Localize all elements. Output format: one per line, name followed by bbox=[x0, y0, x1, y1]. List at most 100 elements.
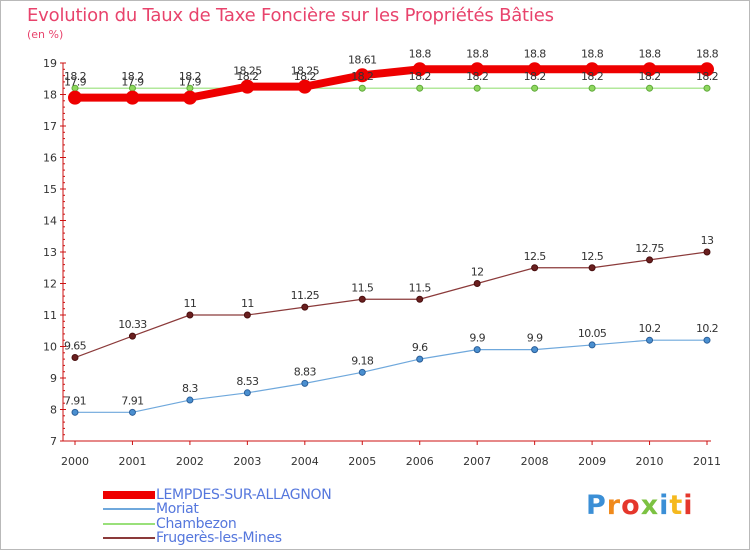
data-label: 13 bbox=[701, 234, 714, 247]
x-tick-label: 2000 bbox=[61, 455, 89, 468]
data-label: 18.2 bbox=[466, 70, 488, 83]
data-point bbox=[588, 341, 596, 349]
data-point bbox=[416, 355, 424, 363]
data-point bbox=[646, 256, 654, 264]
x-tick-label: 2005 bbox=[348, 455, 376, 468]
data-point bbox=[700, 62, 714, 77]
data-point bbox=[703, 248, 711, 256]
logo-letter: o bbox=[621, 490, 641, 521]
data-label: 17.9 bbox=[121, 76, 144, 89]
data-label: 18.2 bbox=[351, 70, 373, 83]
data-point bbox=[588, 84, 596, 92]
data-label: 12.75 bbox=[635, 242, 664, 255]
legend-swatch bbox=[103, 491, 155, 499]
data-point bbox=[703, 336, 711, 344]
y-tick-label: 13 bbox=[43, 246, 57, 259]
data-point bbox=[416, 84, 424, 92]
y-tick-label: 11 bbox=[43, 309, 57, 322]
chart-data-labels: 17.9 17.9 17.9 18.25 18.25 18.61 18.8 18.8 18.8 1… bbox=[64, 47, 719, 407]
legend-label: Chambezon bbox=[156, 516, 237, 532]
data-label: 8.83 bbox=[294, 365, 317, 378]
x-tick-label: 2009 bbox=[578, 455, 606, 468]
data-point bbox=[531, 346, 539, 354]
data-label: 11.5 bbox=[351, 281, 374, 294]
data-point bbox=[186, 396, 194, 404]
data-point bbox=[646, 84, 654, 92]
data-label: 8.53 bbox=[236, 375, 259, 388]
legend-swatch bbox=[103, 537, 155, 539]
data-point bbox=[412, 62, 427, 77]
data-label: 18.8 bbox=[409, 47, 432, 60]
data-label: 17.9 bbox=[64, 76, 87, 89]
x-tick-label: 2004 bbox=[291, 455, 319, 468]
data-label: 9.18 bbox=[351, 354, 374, 367]
legend-label: Frugerès-les-Mines bbox=[156, 530, 282, 546]
proxiti-logo: Proxiti bbox=[586, 490, 694, 521]
x-tick-label: 2007 bbox=[463, 455, 491, 468]
data-label: 9.6 bbox=[412, 341, 428, 354]
data-point bbox=[182, 90, 197, 105]
logo-letter: r bbox=[606, 490, 622, 521]
legend-swatch bbox=[103, 508, 155, 510]
data-label: 9.9 bbox=[527, 332, 543, 345]
x-tick-label: 2006 bbox=[406, 455, 434, 468]
data-label: 18.8 bbox=[696, 47, 719, 60]
data-label: 18.2 bbox=[294, 70, 316, 83]
data-point bbox=[68, 90, 82, 105]
x-tick-label: 2010 bbox=[636, 455, 664, 468]
x-tick-label: 2001 bbox=[118, 455, 146, 468]
data-point bbox=[71, 408, 79, 416]
data-point bbox=[243, 389, 251, 397]
data-label: 11.5 bbox=[409, 281, 432, 294]
data-label: 9.65 bbox=[64, 340, 87, 353]
legend-item: Frugerès-les-Mines bbox=[103, 530, 282, 546]
data-label: 12 bbox=[471, 266, 484, 279]
data-label: 8.3 bbox=[182, 382, 198, 395]
data-point bbox=[358, 295, 366, 303]
data-label: 18.8 bbox=[524, 47, 547, 60]
data-label: 18.2 bbox=[236, 70, 258, 83]
data-point bbox=[585, 62, 600, 77]
data-point bbox=[301, 303, 309, 311]
data-point bbox=[531, 84, 539, 92]
data-label: 10.33 bbox=[118, 318, 147, 331]
data-point bbox=[128, 408, 136, 416]
series-line bbox=[75, 65, 707, 102]
data-point bbox=[358, 368, 366, 376]
data-label: 10.2 bbox=[696, 322, 718, 335]
x-tick-label: 2008 bbox=[521, 455, 549, 468]
y-tick-label: 18 bbox=[43, 89, 57, 102]
data-point bbox=[703, 84, 711, 92]
data-label: 18.8 bbox=[638, 47, 661, 60]
data-point bbox=[358, 84, 366, 92]
data-label: 18.2 bbox=[409, 70, 431, 83]
data-label: 7.91 bbox=[64, 394, 86, 407]
y-tick-label: 19 bbox=[43, 57, 57, 70]
logo-letter: t bbox=[669, 490, 684, 521]
x-tick-label: 2011 bbox=[693, 455, 721, 468]
data-point bbox=[642, 62, 657, 77]
legend-item: Moriat bbox=[103, 501, 199, 517]
data-label: 18.2 bbox=[696, 70, 718, 83]
data-point bbox=[71, 354, 79, 362]
x-tick-label: 2002 bbox=[176, 455, 204, 468]
data-point bbox=[355, 68, 370, 83]
data-point bbox=[186, 311, 194, 319]
data-point bbox=[128, 332, 136, 340]
chart-series-lines bbox=[68, 62, 714, 416]
data-label: 18.8 bbox=[466, 47, 489, 60]
data-label: 12.5 bbox=[581, 250, 604, 263]
legend-label: Moriat bbox=[156, 501, 199, 517]
y-tick-label: 15 bbox=[43, 183, 57, 196]
y-tick-label: 10 bbox=[43, 341, 57, 354]
legend-item: Chambezon bbox=[103, 516, 237, 532]
y-tick-label: 7 bbox=[50, 435, 57, 448]
data-point bbox=[125, 90, 140, 105]
logo-letter: i bbox=[683, 490, 694, 521]
legend-label: LEMPDES-SUR-ALLAGNON bbox=[156, 487, 332, 503]
data-label: 11 bbox=[184, 297, 197, 310]
data-label: 18.61 bbox=[348, 53, 377, 66]
data-point bbox=[473, 84, 481, 92]
logo-letter: i bbox=[659, 490, 670, 521]
